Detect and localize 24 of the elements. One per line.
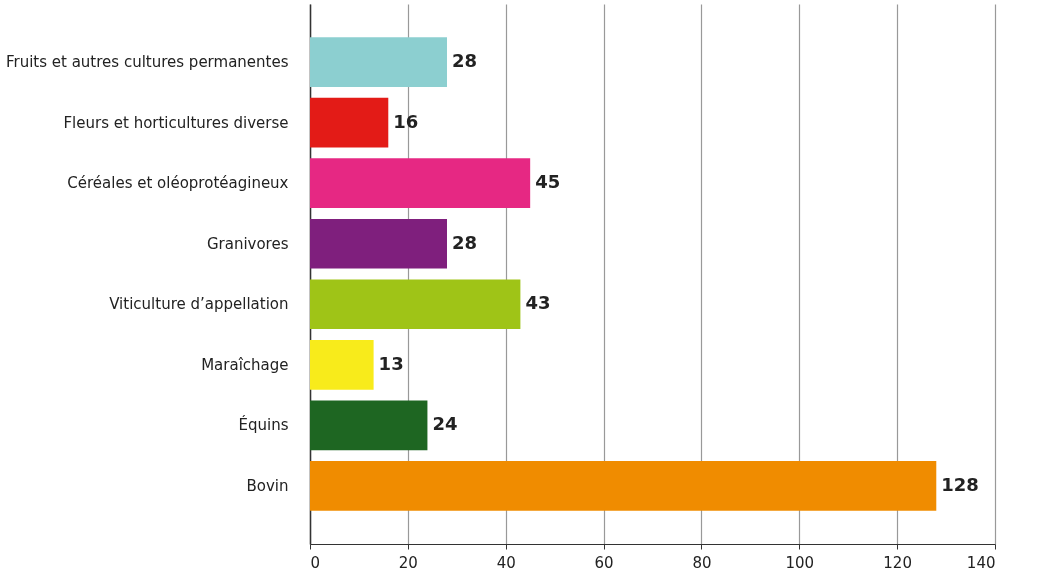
x-tick-label: 100: [785, 553, 815, 572]
x-tick-label: 140: [966, 553, 996, 572]
y-tick-label: Bovin: [246, 476, 289, 495]
data-label: 128: [941, 473, 979, 495]
y-tick-label: Viticulture d’appellation: [109, 295, 289, 314]
data-label: 43: [525, 292, 551, 314]
y-tick-label: Équins: [238, 415, 289, 435]
y-tick-label: Maraîchage: [201, 355, 289, 374]
y-tick-label: Granivores: [206, 234, 289, 253]
data-label: 45: [535, 171, 561, 193]
x-tick-label: 80: [692, 553, 712, 572]
y-tick-label: Fleurs et horticultures diverse: [63, 113, 289, 132]
data-label: 28: [452, 231, 478, 253]
data-label: 16: [393, 110, 419, 132]
y-tick-label: Céréales et oléoprotéagineux: [67, 174, 289, 193]
x-tick-label: 0: [310, 553, 321, 572]
x-tick-label: 120: [883, 553, 912, 572]
data-label: 24: [432, 413, 458, 435]
x-tick-label: 40: [496, 553, 516, 572]
x-tick-label: 60: [594, 553, 614, 572]
data-label: 13: [378, 352, 404, 374]
data-label: 28: [452, 50, 478, 72]
x-tick-label: 20: [398, 553, 418, 572]
y-tick-label: Fruits et autres cultures permanentes: [5, 53, 289, 72]
